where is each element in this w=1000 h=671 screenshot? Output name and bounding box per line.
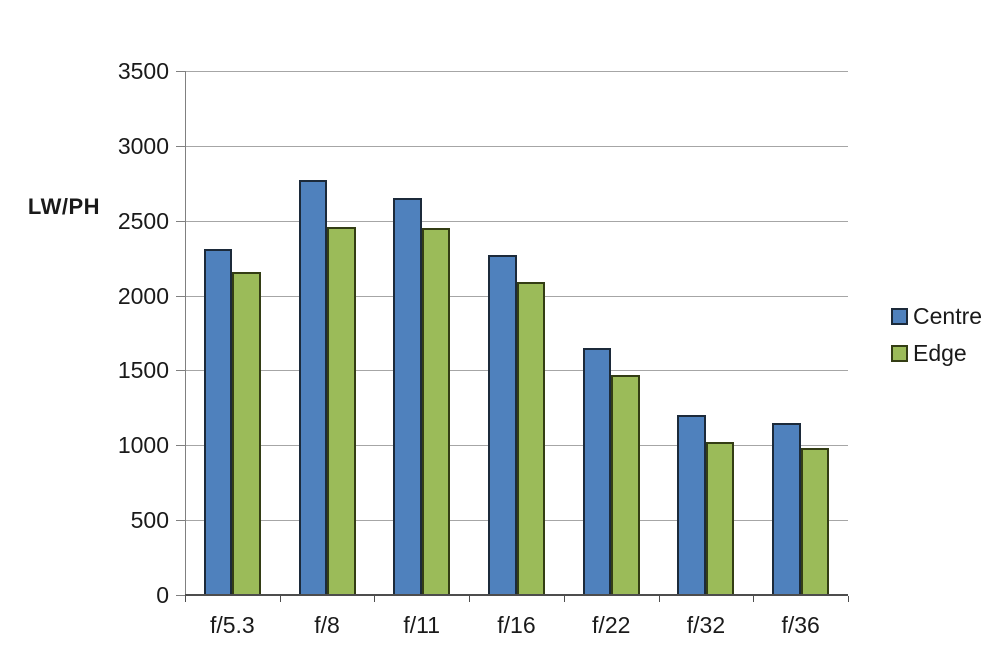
legend-label-centre: Centre [913,303,983,329]
bar-edge-0 [232,271,261,595]
y-tick-mark [176,146,185,147]
y-tick-label: 0 [156,582,169,608]
bar-centre-4 [582,348,612,595]
y-tick-mark [176,71,185,72]
y-tick-label: 3000 [117,133,169,159]
y-tick-mark [176,445,185,446]
x-category-label: f/22 [592,612,631,638]
x-tick-mark [280,596,281,602]
gridline [185,146,848,147]
x-tick-mark [469,596,470,602]
bar-edge-5 [705,442,735,595]
y-tick-label: 2000 [117,283,169,309]
x-tick-mark [753,596,754,602]
gridline [185,71,848,72]
legend-item-centre: Centre [891,303,982,329]
bar-edge-3 [516,282,545,595]
gridline [185,221,848,222]
bar-centre-5 [677,415,706,595]
y-tick-mark [176,221,185,222]
y-tick-label: 1000 [117,432,169,458]
x-category-label: f/5.3 [209,612,255,638]
x-category-label: f/11 [403,612,441,638]
y-tick-label: 500 [130,507,169,533]
legend-item-edge: Edge [891,340,967,366]
bar-centre-0 [203,249,233,595]
x-tick-mark [564,596,565,602]
bar-centre-1 [298,180,328,595]
y-axis-line [185,71,186,600]
bar-edge-1 [327,226,356,595]
y-tick-mark [176,296,185,297]
x-tick-mark [374,596,375,602]
y-tick-mark [176,520,185,521]
y-tick-mark [176,595,185,596]
y-tick-mark [176,370,185,371]
y-tick-label: 3500 [117,58,169,84]
legend-label-edge: Edge [913,340,967,366]
bar-centre-6 [772,422,801,595]
bar-centre-2 [393,198,422,595]
bar-edge-2 [421,228,451,595]
bar-edge-4 [611,374,640,595]
x-category-label: f/32 [686,612,726,638]
legend-swatch-edge [891,344,908,362]
x-axis-line [185,594,848,596]
x-category-label: f/16 [497,612,536,638]
legend-swatch-centre [891,307,908,325]
x-tick-mark [848,596,849,602]
bar-edge-6 [800,448,830,595]
y-tick-label: 2500 [117,208,169,234]
x-category-label: f/8 [314,612,340,638]
y-tick-label: 1500 [117,357,169,383]
bar-centre-3 [488,255,517,595]
x-category-label: f/36 [781,612,820,638]
x-tick-mark [659,596,660,602]
x-tick-mark [185,596,186,602]
y-axis-title: LW/PH [27,194,101,219]
